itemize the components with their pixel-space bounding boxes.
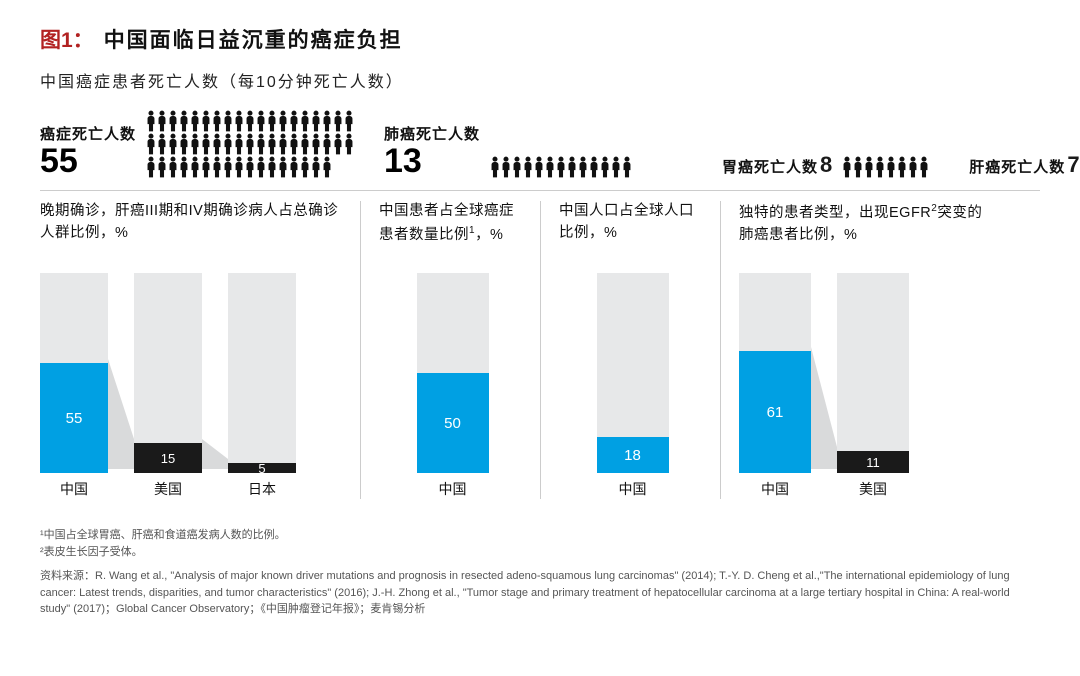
bar: 61 中国 [739, 273, 811, 499]
figure-label: 图1： [40, 24, 94, 54]
chart-area: 61 中国 11 美国 [739, 269, 986, 499]
bar-label: 日本 [248, 479, 276, 499]
footnotes: ¹中国占全球胃癌、肝癌和食道癌发病人数的比例。 ²表皮生长因子受体。 [40, 527, 1040, 560]
people-icon [842, 156, 929, 178]
panel-title: 独特的患者类型，出现EGFR2突变的肺癌患者比例，% [739, 201, 986, 249]
stat-value: 7 [1067, 152, 1079, 178]
bar-connector [202, 269, 228, 475]
panel-title: 中国患者占全球癌症患者数量比例1，% [379, 201, 526, 249]
footnote-2: ²表皮生长因子受体。 [40, 544, 1040, 561]
subtitle: 中国癌症患者死亡人数（每10分钟死亡人数） [40, 68, 1040, 92]
bar: 55 中国 [40, 273, 108, 499]
figure-title: 中国面临日益沉重的癌症负担 [104, 24, 403, 54]
chart-panel: 中国患者占全球癌症患者数量比例1，% 50 中国 [360, 201, 540, 499]
stats-row: 癌症死亡人数 55 肺癌死亡人数 13 胃癌死亡人数8 肝癌死亡人数7 [40, 110, 1040, 178]
chart-area: 50 中国 [379, 269, 526, 499]
people-icon [146, 110, 354, 178]
stat-label: 肝癌死亡人数 [969, 156, 1065, 177]
stat-block: 肺癌死亡人数 13 [384, 123, 480, 178]
source-text: 资料来源：R. Wang et al., "Analysis of major … [40, 568, 1040, 618]
title-row: 图1： 中国面临日益沉重的癌症负担 [40, 24, 1040, 54]
bar-value: 61 [767, 404, 784, 421]
bar-value: 15 [161, 451, 175, 466]
bar-value: 55 [66, 410, 83, 427]
chart-area: 18 中国 [559, 269, 706, 499]
stat-value: 8 [820, 152, 832, 178]
stat-value: 55 [40, 144, 136, 178]
stat-label: 肺癌死亡人数 [384, 123, 480, 144]
people-icon [490, 156, 632, 178]
bar: 5 日本 [228, 273, 296, 499]
footnote-1: ¹中国占全球胃癌、肝癌和食道癌发病人数的比例。 [40, 527, 1040, 544]
stat-block: 肝癌死亡人数7 [969, 152, 1079, 178]
bar-value: 5 [258, 461, 265, 476]
bar-connector [811, 269, 837, 475]
bar-label: 中国 [761, 479, 789, 499]
bar: 50 中国 [417, 273, 489, 499]
bar-value: 18 [624, 447, 641, 464]
bar-label: 中国 [439, 479, 467, 499]
bar-connector [108, 269, 134, 475]
bar-label: 美国 [154, 479, 182, 499]
bar-label: 中国 [619, 479, 647, 499]
stat-value: 13 [384, 144, 480, 178]
chart-panel: 中国人口占全球人口比例，% 18 中国 [540, 201, 720, 499]
bar: 15 美国 [134, 273, 202, 499]
stat-label: 胃癌死亡人数 [722, 156, 818, 177]
chart-panel: 独特的患者类型，出现EGFR2突变的肺癌患者比例，% 61 中国 11 美国 [720, 201, 1000, 499]
panel-title: 晚期确诊，肝癌III期和IV期确诊病人占总确诊人群比例，% [40, 201, 346, 249]
charts-row: 晚期确诊，肝癌III期和IV期确诊病人占总确诊人群比例，% 55 中国 15 美… [40, 190, 1040, 499]
stat-block: 癌症死亡人数 55 [40, 123, 136, 178]
bar-label: 中国 [60, 479, 88, 499]
bar-label: 美国 [859, 479, 887, 499]
stat-block: 胃癌死亡人数8 [722, 152, 832, 178]
chart-panel: 晚期确诊，肝癌III期和IV期确诊病人占总确诊人群比例，% 55 中国 15 美… [40, 201, 360, 499]
bar: 11 美国 [837, 273, 909, 499]
panel-title: 中国人口占全球人口比例，% [559, 201, 706, 249]
stat-label: 癌症死亡人数 [40, 123, 136, 144]
bar-value: 50 [444, 415, 461, 432]
bar-value: 11 [866, 455, 880, 470]
chart-area: 55 中国 15 美国 5 日本 [40, 269, 346, 499]
bar: 18 中国 [597, 273, 669, 499]
